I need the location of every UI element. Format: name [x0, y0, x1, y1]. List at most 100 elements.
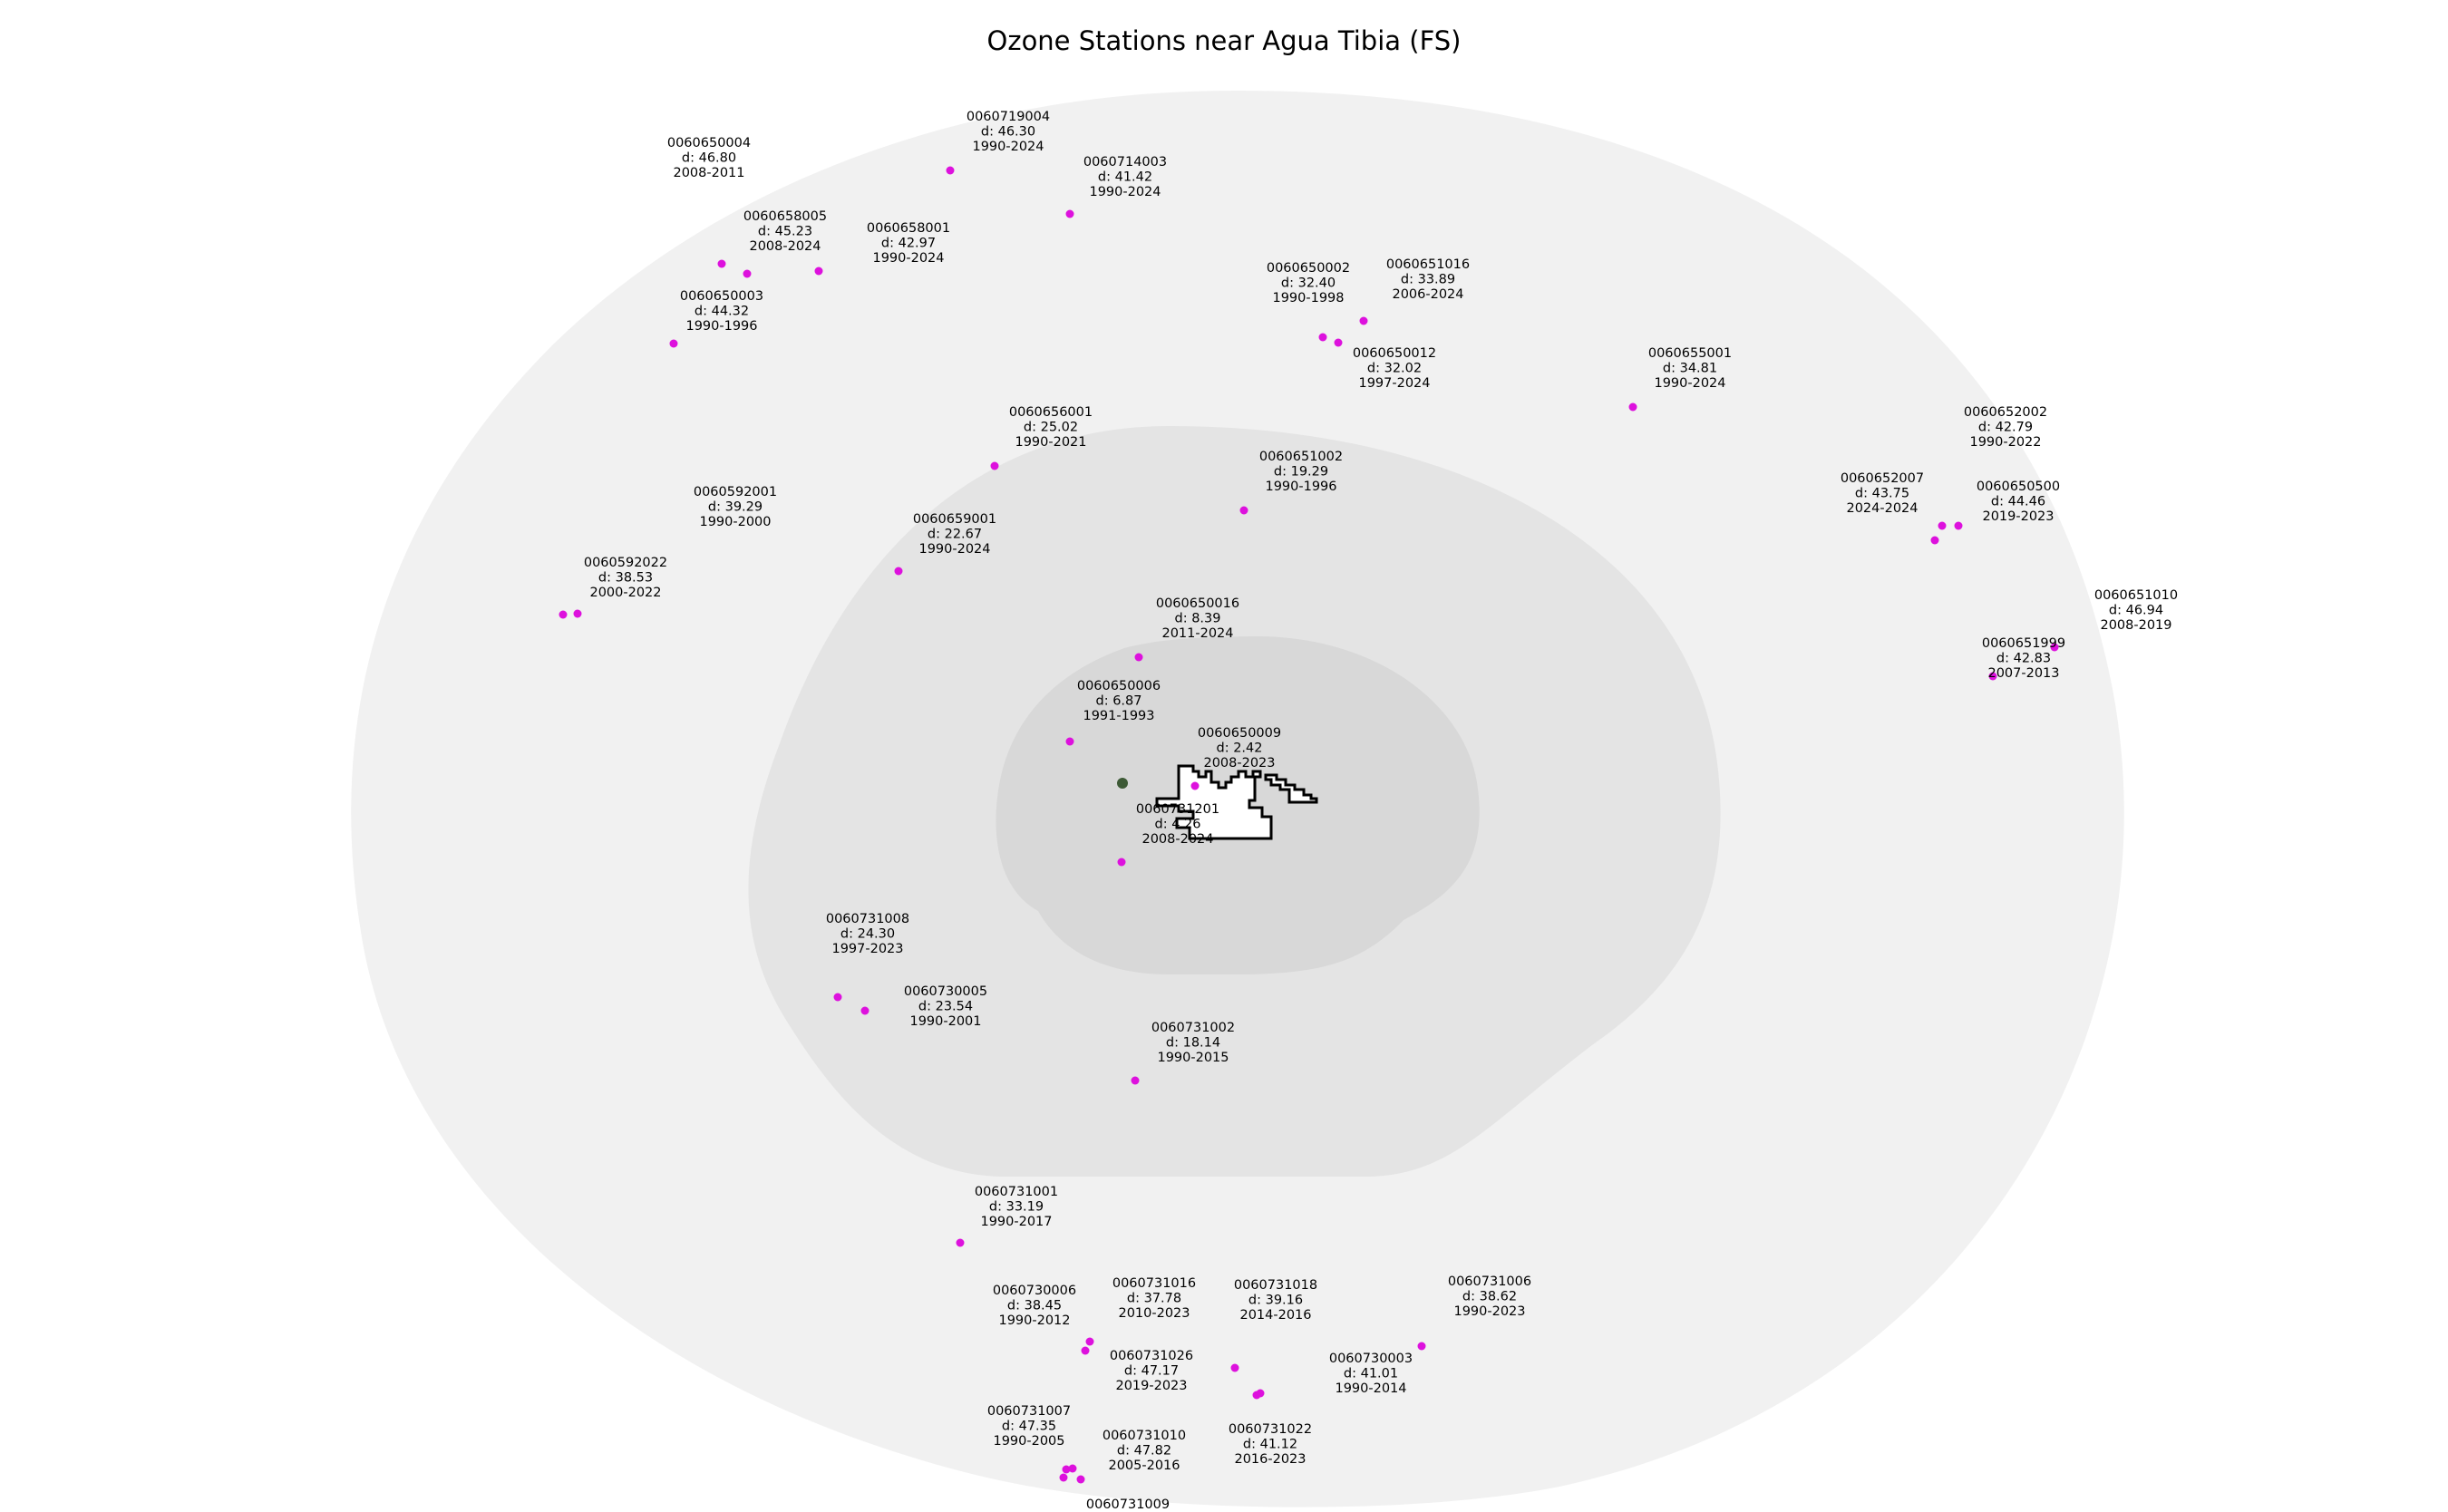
station-label: 0060658005 d: 45.23 2008-2024 — [743, 209, 827, 254]
station-marker[interactable] — [717, 259, 726, 268]
station-years-label: 2019-2023 — [1982, 509, 2054, 524]
station-label: 0060731009d: 47.87 — [1086, 1497, 1170, 1512]
station-marker[interactable] — [1359, 316, 1368, 325]
station-years-label: 2019-2023 — [1115, 1379, 1187, 1393]
station-marker[interactable] — [1076, 1475, 1085, 1484]
station-marker[interactable] — [1930, 536, 1939, 545]
station-marker[interactable] — [946, 166, 955, 175]
station-id-label: 0060730005 — [904, 984, 987, 999]
station-id-label: 0060651010 — [2094, 588, 2178, 603]
boundary-east — [1264, 773, 1318, 804]
station-marker[interactable] — [1065, 737, 1074, 746]
station-marker[interactable] — [559, 610, 568, 619]
station-label: 0060714003 d: 41.42 1990-2024 — [1083, 155, 1167, 199]
station-label: 0060650002 d: 32.40 1990-1998 — [1267, 261, 1350, 305]
station-marker[interactable] — [1417, 1342, 1426, 1351]
station-label: 0060731018 d: 39.16 2014-2016 — [1234, 1278, 1317, 1323]
station-marker[interactable] — [833, 993, 842, 1002]
station-years-label: 1990-2012 — [998, 1313, 1070, 1328]
station-marker[interactable] — [1062, 1465, 1071, 1474]
station-marker[interactable] — [1065, 209, 1074, 218]
station-distance-label: d: 6.87 — [1096, 694, 1142, 709]
station-marker[interactable] — [1117, 858, 1126, 867]
station-label: 0060651016 d: 33.89 2006-2024 — [1386, 257, 1470, 302]
station-id-label: 0060658001 — [867, 221, 950, 236]
station-id-label: 0060731009 — [1086, 1497, 1170, 1512]
station-marker[interactable] — [990, 461, 999, 470]
station-marker[interactable] — [669, 339, 678, 348]
station-years-label: 1990-2005 — [993, 1434, 1064, 1449]
station-id-label: 0060731008 — [826, 912, 909, 926]
station-label: 0060731026 d: 47.17 2019-2023 — [1110, 1349, 1193, 1393]
station-marker[interactable] — [1239, 506, 1248, 515]
station-id-label: 0060731007 — [987, 1404, 1071, 1419]
station-years-label: 1990-2014 — [1335, 1381, 1406, 1396]
station-label: 0060730003 d: 41.01 1990-2014 — [1329, 1352, 1413, 1396]
station-id-label: 0060731002 — [1151, 1021, 1235, 1035]
station-distance-label: d: 34.81 — [1663, 362, 1717, 376]
station-marker[interactable] — [1059, 1473, 1068, 1482]
station-distance-label: d: 18.14 — [1166, 1036, 1220, 1051]
station-distance-label: d: 19.29 — [1274, 465, 1328, 480]
station-label: 0060731001 d: 33.19 1990-2017 — [975, 1185, 1058, 1229]
station-marker[interactable] — [1134, 653, 1143, 662]
station-marker[interactable] — [1334, 338, 1343, 347]
station-id-label: 0060652007 — [1841, 471, 1924, 486]
station-marker[interactable] — [1318, 333, 1327, 342]
station-marker[interactable] — [894, 567, 903, 576]
station-years-label: 1990-1998 — [1272, 291, 1344, 305]
station-id-label: 0060592022 — [584, 556, 667, 570]
station-marker[interactable] — [1230, 1363, 1239, 1372]
station-years-label: 1990-2024 — [918, 542, 990, 557]
station-years-label: 2010-2023 — [1118, 1306, 1190, 1321]
station-id-label: 0060730003 — [1329, 1352, 1413, 1366]
station-years-label: 2008-2011 — [673, 166, 744, 180]
station-years-label: 2008-2023 — [1203, 756, 1275, 771]
station-marker[interactable] — [860, 1006, 869, 1015]
station-years-label: 2007-2013 — [1987, 666, 2059, 681]
station-marker[interactable] — [956, 1238, 965, 1247]
station-marker[interactable] — [1131, 1076, 1140, 1085]
station-years-label: 1990-2024 — [1654, 376, 1725, 391]
station-id-label: 0060731006 — [1448, 1275, 1531, 1289]
station-marker[interactable] — [1190, 781, 1200, 790]
station-id-label: 0060650002 — [1267, 261, 1350, 276]
station-label: 0060731002 d: 18.14 1990-2015 — [1151, 1021, 1235, 1065]
station-distance-label: d: 47.17 — [1124, 1364, 1179, 1379]
station-label: 0060731016 d: 37.78 2010-2023 — [1112, 1276, 1196, 1321]
map-title: Ozone Stations near Agua Tibia (FS) — [987, 25, 1462, 56]
station-marker[interactable] — [1081, 1346, 1090, 1355]
station-distance-label: d: 41.12 — [1243, 1438, 1297, 1452]
station-id-label: 0060731026 — [1110, 1349, 1193, 1363]
station-marker[interactable] — [1954, 521, 1963, 530]
station-id-label: 0060650006 — [1077, 679, 1161, 693]
station-marker[interactable] — [573, 609, 582, 618]
station-distance-label: d: 2.42 — [1217, 741, 1263, 756]
station-years-label: 1990-2001 — [909, 1014, 981, 1029]
station-marker[interactable] — [814, 267, 823, 276]
station-marker[interactable] — [1628, 402, 1637, 412]
station-label: 0060659001 d: 22.67 1990-2024 — [913, 512, 996, 557]
station-years-label: 2011-2024 — [1161, 626, 1233, 641]
station-id-label: 0060730006 — [993, 1284, 1076, 1298]
station-distance-label: d: 33.19 — [989, 1200, 1044, 1215]
station-marker[interactable] — [1252, 1391, 1261, 1400]
station-distance-label: d: 39.29 — [708, 500, 763, 515]
station-years-label: 1997-2024 — [1358, 376, 1430, 391]
station-distance-label: d: 23.54 — [918, 1000, 973, 1014]
station-marker[interactable] — [2050, 643, 2059, 652]
station-years-label: 2005-2016 — [1108, 1459, 1180, 1473]
station-marker[interactable] — [1085, 1337, 1094, 1346]
station-label: 0060730006 d: 38.45 1990-2012 — [993, 1284, 1076, 1328]
station-years-label: 1990-2023 — [1453, 1304, 1525, 1319]
station-distance-label: d: 44.46 — [1991, 495, 2045, 509]
station-id-label: 0060650016 — [1156, 596, 1239, 611]
station-marker[interactable] — [1938, 521, 1947, 530]
station-distance-label: d: 39.16 — [1248, 1294, 1303, 1308]
station-distance-label: d: 24.30 — [840, 927, 895, 942]
station-label: 0060655001 d: 34.81 1990-2024 — [1648, 346, 1732, 391]
station-marker[interactable] — [743, 269, 752, 278]
station-distance-label: d: 47.82 — [1117, 1444, 1171, 1459]
station-marker[interactable] — [1988, 672, 1997, 681]
station-marker[interactable] — [1068, 1464, 1077, 1473]
